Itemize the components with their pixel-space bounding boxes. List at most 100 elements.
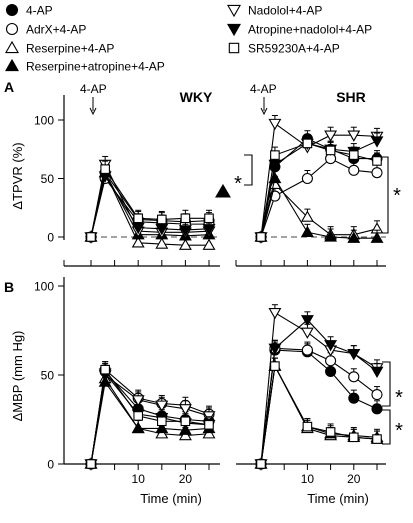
data-point-reserpine-atropine-4-ap	[370, 231, 384, 243]
y-axis-label-b: ΔMBP (mm Hg)	[10, 331, 25, 422]
series-nadolol-4-ap	[254, 304, 384, 471]
legend-label-adrx-4-ap: AdrX+4-AP	[26, 23, 86, 37]
series-line-reserpine-4-ap	[90, 377, 210, 465]
data-point-nadolol-4-ap	[268, 118, 282, 131]
data-point-reserpine-atropine-4-ap	[324, 230, 338, 242]
significance-bracket-a-left	[244, 154, 253, 186]
data-point-sr59230a-4-ap	[133, 213, 143, 224]
data-point-reserpine-atropine-4-ap	[131, 421, 145, 434]
data-point-sr59230a-4-ap	[157, 416, 167, 427]
data-point-nadolol-4-ap	[347, 130, 361, 142]
significance-star-b-lower: *	[395, 420, 403, 442]
data-point-reserpine-4-ap	[202, 238, 216, 250]
series-line-atropine-nadolol-4-ap	[90, 174, 210, 238]
series-line-reserpine-atropine-4-ap	[260, 177, 377, 239]
data-point-sr59230a-4-ap	[100, 364, 110, 375]
legend-item-atropine-nadolol-4-ap: Atropine+nadolol+4-AP	[227, 23, 372, 37]
data-point-sr59230a-4-ap	[100, 164, 110, 174]
data-point-sr59230a-4-ap	[372, 156, 382, 166]
data-point-atropine-nadolol-4-ap	[324, 340, 338, 352]
legend-marker-atropine-nadolol-4-ap	[227, 23, 241, 37]
x-axis-label-wky: Time (min)	[140, 491, 202, 506]
data-point-reserpine-4-ap	[300, 210, 314, 222]
data-point-atropine-nadolol-4-ap	[347, 348, 361, 361]
plot-b-wky: 0 50 100 10 20	[34, 277, 220, 486]
y-tick-label: 50	[41, 172, 55, 186]
reserpine-atropine-marker-a	[215, 183, 231, 198]
y-tick-label: 0	[47, 231, 54, 245]
data-point-reserpine-atropine-4-ap	[155, 421, 169, 434]
x-tick-label: 10	[301, 472, 315, 486]
y-tick-label: 0	[47, 458, 54, 472]
plots: 0 50 100 0 50 100 10 20 10 20	[34, 95, 386, 486]
data-point-4-ap	[325, 365, 337, 377]
stimulus-label-shr: 4-AP	[250, 82, 277, 96]
y-tick-label: 50	[41, 369, 55, 383]
plot-b-shr: 10 20	[236, 304, 386, 486]
data-point-sr59230a-4-ap	[325, 427, 336, 437]
data-point-sr59230a-4-ap	[348, 150, 359, 160]
data-point-adrx-4-ap	[348, 164, 360, 176]
data-point-nadolol-4-ap	[300, 327, 314, 339]
significance-bracket-b-upper	[382, 361, 391, 407]
data-point-sr59230a-4-ap	[204, 420, 214, 430]
data-point-sr59230a-4-ap	[302, 421, 313, 432]
strain-label-wky: WKY	[180, 89, 213, 105]
legend-item-nadolol-4-ap: Nadolol+4-AP	[227, 4, 322, 18]
series-sr59230a-4-ap	[256, 357, 382, 469]
data-point-sr59230a-4-ap	[86, 459, 96, 469]
data-point-adrx-4-ap	[301, 344, 313, 356]
x-tick-label: 10	[132, 472, 146, 486]
y-axis-label-a: ΔTPVR (%)	[10, 142, 25, 209]
data-point-atropine-nadolol-4-ap	[131, 222, 145, 235]
data-point-atropine-nadolol-4-ap	[178, 225, 192, 237]
data-point-sr59230a-4-ap	[157, 214, 167, 225]
data-point-sr59230a-4-ap	[270, 361, 280, 371]
data-point-atropine-nadolol-4-ap	[202, 224, 216, 236]
series-line-reserpine-atropine-4-ap	[90, 171, 210, 238]
series-reserpine-4-ap	[254, 357, 384, 469]
series-line-reserpine-atropine-4-ap	[90, 380, 210, 465]
legend: 4-AP AdrX+4-AP Reserpine+4-AP Reserpine+atr…	[5, 4, 372, 74]
legend-item-reserpine-atropine-4-ap: Reserpine+atropine+4-AP	[5, 58, 165, 74]
data-point-atropine-nadolol-4-ap	[155, 224, 169, 236]
data-point-sr59230a-4-ap	[180, 213, 191, 224]
data-point-nadolol-4-ap	[155, 400, 169, 412]
legend-marker-sr59230a-4-ap	[228, 42, 240, 54]
legend-item-adrx-4-ap: AdrX+4-AP	[5, 23, 86, 37]
series-reserpine-atropine-4-ap	[84, 373, 216, 469]
data-point-reserpine-atropine-4-ap	[300, 225, 314, 237]
panel-label-b: B	[4, 279, 14, 295]
data-point-adrx-4-ap	[325, 355, 337, 367]
data-point-reserpine-4-ap	[155, 237, 169, 249]
series-sr59230a-4-ap	[86, 160, 214, 242]
data-point-reserpine-4-ap	[178, 238, 192, 250]
data-point-nadolol-4-ap	[178, 404, 192, 416]
data-point-atropine-nadolol-4-ap	[300, 315, 314, 327]
x-tick-label: 20	[179, 472, 193, 486]
data-point-4-ap	[348, 392, 360, 404]
significance-bracket-b-lower	[382, 409, 391, 445]
series-reserpine-4-ap	[254, 175, 384, 242]
data-point-sr59230a-4-ap	[256, 459, 266, 469]
legend-item-sr59230a-4-ap: SR59230A+4-AP	[228, 42, 340, 56]
plot-a-shr	[235, 115, 386, 267]
data-point-sr59230a-4-ap	[270, 150, 280, 160]
data-point-adrx-4-ap	[371, 167, 383, 179]
data-point-sr59230a-4-ap	[86, 232, 96, 242]
data-point-nadolol-4-ap	[324, 130, 338, 142]
legend-item-4-ap: 4-AP	[5, 4, 53, 18]
data-point-nadolol-4-ap	[268, 308, 282, 320]
legend-marker-nadolol-4-ap	[227, 4, 241, 18]
data-point-reserpine-atropine-4-ap	[347, 231, 361, 243]
data-point-sr59230a-4-ap	[133, 411, 143, 421]
legend-label-nadolol-4-ap: Nadolol+4-AP	[248, 4, 322, 18]
stimulus-label-wky: 4-AP	[80, 82, 107, 96]
data-point-atropine-nadolol-4-ap	[268, 343, 282, 355]
series-reserpine-atropine-4-ap	[254, 170, 384, 243]
series-reserpine-atropine-4-ap	[254, 357, 384, 469]
data-point-nadolol-4-ap	[131, 395, 145, 407]
panel-label-a: A	[4, 79, 14, 95]
series-line-reserpine-4-ap	[260, 183, 378, 238]
